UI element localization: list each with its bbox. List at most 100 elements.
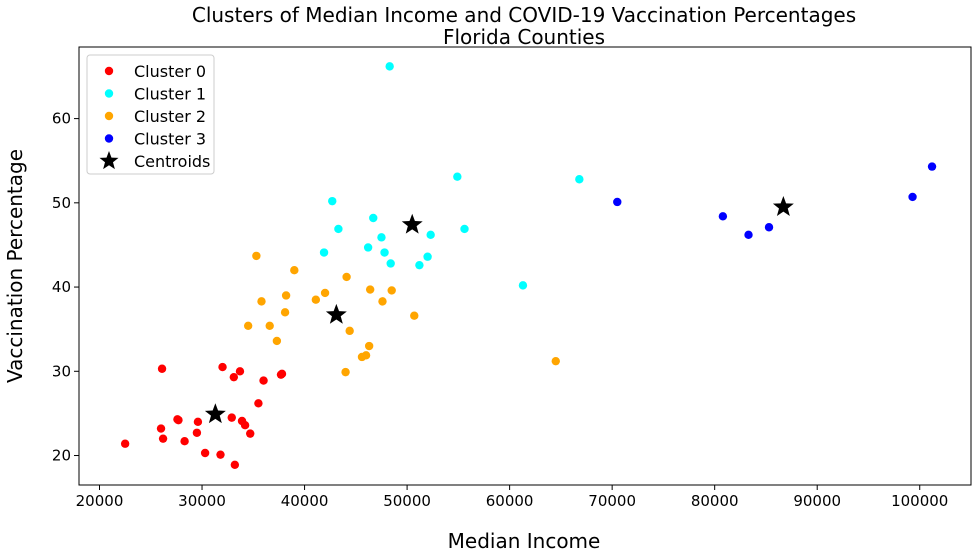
- point-cluster-0-18: [246, 429, 255, 438]
- legend-marker-3: [104, 134, 114, 143]
- x-tick-label-0: 20000: [76, 492, 124, 510]
- point-cluster-2-19: [551, 356, 560, 366]
- point-cluster-2-20: [341, 367, 350, 377]
- point-cluster-2-6: [387, 286, 396, 295]
- legend-marker-0: [104, 66, 114, 76]
- point-cluster-1-9: [363, 243, 373, 252]
- legend: Cluster 0 Cluster 1 Cluster 2 Cluster 3 Cent…: [86, 54, 215, 175]
- plot-frame: [78, 46, 972, 486]
- x-tick-label-6: 80000: [691, 492, 739, 510]
- legend-marker-2: [104, 111, 114, 121]
- x-tick-label-4: 60000: [486, 492, 534, 510]
- legend-label-4: Centroids: [134, 152, 210, 171]
- point-cluster-0-10: [216, 450, 225, 459]
- legend-marker-4: [99, 151, 119, 170]
- point-cluster-1-7: [377, 233, 386, 242]
- x-tick-label-2: 40000: [281, 492, 329, 510]
- point-cluster-1-11: [380, 248, 389, 257]
- centroid-star-0: [204, 403, 226, 424]
- point-cluster-2-15: [272, 336, 282, 346]
- x-axis-label: Median Income: [448, 529, 601, 553]
- point-cluster-0-19: [254, 399, 263, 408]
- point-cluster-3-1: [908, 192, 917, 202]
- point-cluster-2-1: [290, 266, 299, 275]
- point-cluster-1-4: [369, 213, 378, 223]
- centroid-star-1: [325, 303, 347, 324]
- legend-frame: [86, 54, 215, 175]
- legend-label-0: Cluster 0: [134, 62, 206, 81]
- centroid-star-3: [772, 196, 794, 216]
- point-cluster-0-11: [218, 362, 227, 372]
- y-tick-label-1: 30: [52, 362, 71, 380]
- point-cluster-0-2: [156, 424, 166, 433]
- point-cluster-1-6: [460, 224, 469, 234]
- point-cluster-2-0: [252, 251, 261, 261]
- point-cluster-2-12: [243, 321, 253, 331]
- point-cluster-0-6: [180, 437, 189, 446]
- point-cluster-2-10: [280, 308, 290, 317]
- x-tick-label-7: 90000: [793, 492, 841, 510]
- legend-marker-1: [104, 89, 114, 98]
- point-cluster-1-5: [334, 224, 343, 234]
- legend-label-3: Cluster 3: [134, 130, 206, 149]
- point-cluster-2-13: [265, 321, 274, 331]
- point-cluster-2-5: [365, 285, 375, 294]
- chart-title: Clusters of Median Income and COVID-19 V…: [192, 3, 856, 27]
- x-tick-label-5: 70000: [588, 492, 636, 510]
- point-cluster-2-2: [342, 272, 351, 282]
- point-cluster-0-14: [230, 460, 240, 469]
- point-cluster-0-15: [235, 367, 245, 376]
- point-cluster-2-18: [357, 352, 367, 362]
- point-cluster-0-7: [192, 428, 202, 437]
- x-tick-label-1: 30000: [178, 492, 226, 510]
- y-axis-label: Vaccination Percentage: [3, 149, 27, 383]
- point-cluster-0-3: [158, 434, 168, 443]
- point-cluster-1-2: [575, 175, 584, 184]
- point-cluster-1-8: [426, 230, 435, 240]
- chart-subtitle: Florida Counties: [443, 25, 605, 49]
- point-cluster-2-8: [311, 295, 321, 304]
- point-cluster-0-8: [193, 417, 203, 427]
- point-cluster-1-14: [415, 260, 424, 270]
- point-cluster-3-4: [764, 223, 774, 232]
- point-cluster-1-13: [386, 259, 395, 268]
- point-cluster-2-7: [257, 297, 266, 306]
- point-cluster-3-0: [927, 162, 937, 171]
- point-cluster-1-1: [453, 172, 462, 181]
- point-cluster-1-15: [518, 281, 528, 290]
- point-cluster-0-22: [276, 370, 286, 379]
- point-cluster-0-5: [174, 415, 183, 425]
- point-cluster-2-9: [378, 297, 387, 306]
- point-cluster-2-14: [345, 326, 354, 336]
- y-tick-label-2: 40: [52, 278, 71, 296]
- x-tick-label-3: 50000: [383, 492, 431, 510]
- data-points: [120, 62, 937, 469]
- x-axis-ticks: 20000 30000 40000 50000 60000 70000 80000 90000…: [76, 485, 948, 510]
- centroid-star-2: [401, 213, 423, 234]
- point-cluster-1-0: [385, 62, 394, 71]
- point-cluster-0-13: [229, 372, 239, 382]
- point-cluster-1-3: [328, 196, 337, 206]
- point-cluster-3-3: [718, 212, 728, 221]
- point-cluster-2-11: [410, 311, 419, 320]
- point-cluster-3-5: [744, 230, 753, 240]
- point-cluster-2-4: [320, 288, 330, 298]
- point-cluster-0-0: [120, 439, 130, 448]
- legend-label-2: Cluster 2: [134, 107, 206, 126]
- y-axis-ticks: 20 30 40 50 60: [52, 110, 79, 465]
- point-cluster-0-12: [227, 413, 236, 422]
- point-cluster-1-10: [319, 248, 329, 257]
- point-cluster-1-12: [423, 252, 432, 261]
- point-cluster-0-20: [259, 376, 268, 385]
- y-tick-label-4: 60: [52, 110, 71, 128]
- legend-label-1: Cluster 1: [134, 85, 206, 104]
- y-tick-label-3: 50: [52, 194, 71, 212]
- point-cluster-0-1: [157, 364, 167, 373]
- point-cluster-2-16: [364, 341, 374, 351]
- point-cluster-3-2: [613, 197, 622, 207]
- point-cluster-2-3: [281, 291, 291, 300]
- x-tick-label-8: 100000: [891, 492, 948, 510]
- y-tick-label-0: 20: [52, 447, 71, 465]
- point-cluster-0-9: [200, 448, 210, 458]
